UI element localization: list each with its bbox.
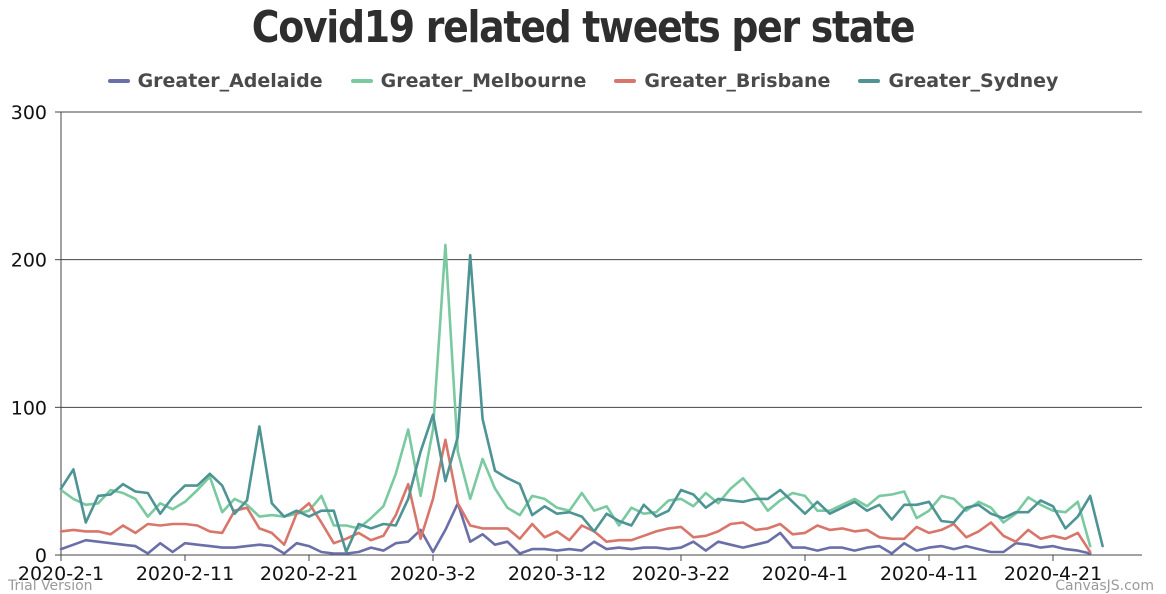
legend-label-melbourne: Greater_Melbourne: [380, 70, 587, 92]
x-tick-label-7: 2020-4-11: [880, 563, 978, 585]
legend-swatch-adelaide: [107, 79, 130, 83]
y-tick-label-200: 200: [11, 250, 47, 272]
legend-swatch-brisbane: [614, 79, 637, 83]
legend-item-adelaide[interactable]: Greater_Adelaide: [107, 70, 323, 92]
series-line-greater-sydney: [59, 253, 1104, 554]
series-line-greater-melbourne: [59, 243, 1092, 548]
legend-label-adelaide: Greater_Adelaide: [137, 70, 323, 92]
y-tick-label-100: 100: [11, 397, 47, 419]
y-tick-label-0: 0: [35, 545, 47, 567]
legend-label-brisbane: Greater_Brisbane: [644, 70, 831, 92]
legend-swatch-sydney: [858, 79, 881, 83]
chart-title: Covid19 related tweets per state: [251, 2, 916, 53]
watermark-left: Trial Version: [8, 578, 93, 594]
x-tick-label-3: 2020-3-2: [390, 563, 476, 585]
legend-label-sydney: Greater_Sydney: [888, 70, 1059, 92]
x-tick-label-6: 2020-4-1: [762, 563, 848, 585]
x-tick-label-0: 2020-2-1: [18, 563, 104, 585]
watermark-right: CanvasJS.com: [1055, 578, 1154, 594]
series-line-greater-adelaide: [59, 501, 1092, 555]
y-tick-label-300: 300: [11, 102, 47, 124]
series-line-greater-brisbane: [59, 438, 1092, 554]
x-tick-label-5: 2020-3-22: [632, 563, 730, 585]
x-tick-label-8: 2020-4-21: [1004, 563, 1102, 585]
legend-item-sydney[interactable]: Greater_Sydney: [858, 70, 1058, 92]
chart-legend: Greater_Adelaide Greater_Melbourne Great…: [0, 70, 1166, 92]
x-tick-label-4: 2020-3-12: [508, 563, 606, 585]
legend-item-brisbane[interactable]: Greater_Brisbane: [614, 70, 830, 92]
legend-item-melbourne[interactable]: Greater_Melbourne: [350, 70, 587, 92]
legend-swatch-melbourne: [350, 79, 373, 83]
x-tick-label-2: 2020-2-21: [260, 563, 358, 585]
x-tick-label-1: 2020-2-11: [136, 563, 234, 585]
